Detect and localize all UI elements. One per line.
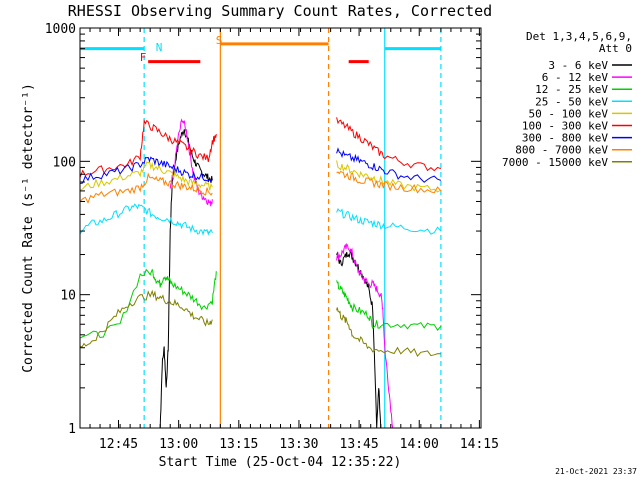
x-tick-label-2: 13:15 <box>219 437 258 452</box>
y-axis: 1 10 100 1000 <box>45 22 481 437</box>
x-tick-label-4: 13:45 <box>340 437 379 452</box>
y-tick-label-1: 10 <box>60 289 76 304</box>
series-line-3-0 <box>79 203 213 237</box>
series-line-8-1 <box>336 307 441 358</box>
x-axis-label: Start Time (25-Oct-04 12:35:22) <box>159 455 402 470</box>
chart-title: RHESSI Observing Summary Count Rates, Co… <box>68 2 492 20</box>
legend-label-1: 6 - 12 keV <box>542 71 609 84</box>
series-line-4-1 <box>336 160 442 193</box>
series-line-2-0 <box>79 268 217 339</box>
legend-label-7: 800 - 7000 keV <box>515 144 608 157</box>
x-tick-label-3: 13:30 <box>279 437 318 452</box>
x-tick-label-6: 14:15 <box>460 437 499 452</box>
flag-marker-n: N <box>156 41 163 54</box>
legend-header-0: Det 1,3,4,5,6,9, <box>526 30 632 43</box>
legend-label-8: 7000 - 15000 keV <box>502 156 608 169</box>
plot-frame <box>79 27 482 429</box>
series-line-7-0 <box>79 172 213 204</box>
series-line-6-1 <box>336 147 442 183</box>
x-tick-label-5: 14:00 <box>400 437 439 452</box>
flag-marker-f: F <box>140 51 147 64</box>
x-axis: 12:45 13:00 13:15 13:30 13:45 14:00 14:15 <box>79 28 499 452</box>
y-tick-label-0: 1 <box>68 422 76 437</box>
series-line-6-0 <box>79 156 213 184</box>
series-line-3-1 <box>336 208 442 235</box>
x-tick-label-0: 12:45 <box>99 437 138 452</box>
legend-label-4: 50 - 100 keV <box>529 107 609 120</box>
x-tick-label-1: 13:00 <box>159 437 198 452</box>
series-line-8-0 <box>79 289 213 348</box>
series-line-7-1 <box>336 170 442 194</box>
plot-area: NF S <box>79 28 442 429</box>
legend-label-5: 100 - 300 keV <box>522 120 608 133</box>
legend-header-1: Att 0 <box>599 42 632 55</box>
series-line-1-0 <box>169 118 213 207</box>
series-line-4-0 <box>79 160 213 191</box>
legend-label-6: 300 - 800 keV <box>522 132 608 145</box>
y-tick-label-3: 1000 <box>45 22 76 37</box>
y-axis-label: Corrected Count Rate (s⁻¹ detector⁻¹) <box>21 83 36 373</box>
legend-label-0: 3 - 6 keV <box>548 59 608 72</box>
series-line-2-1 <box>336 280 442 331</box>
series-line-5-0 <box>79 118 217 178</box>
legend-label-2: 12 - 25 keV <box>535 83 608 96</box>
flag-marker-s: S <box>216 34 223 47</box>
series-line-1-1 <box>336 243 394 429</box>
footer-date: 21-Oct-2021 23:37 <box>555 467 637 476</box>
series-line-5-1 <box>336 117 442 172</box>
legend-label-3: 25 - 50 keV <box>535 95 608 108</box>
y-tick-label-2: 100 <box>53 155 76 170</box>
